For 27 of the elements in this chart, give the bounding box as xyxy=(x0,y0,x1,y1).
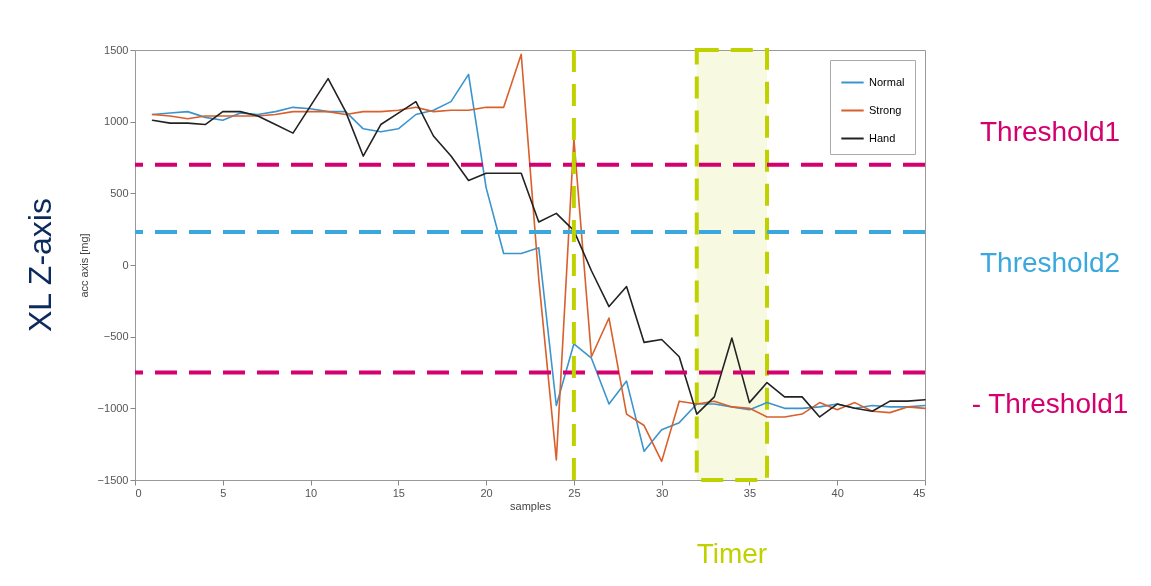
y-tick-label: 1000 xyxy=(104,115,129,128)
x-tick-label: 20 xyxy=(480,486,493,499)
y-tick-label: 0 xyxy=(122,258,129,271)
y-tick-label: −1500 xyxy=(97,473,129,486)
y-tick-label: −500 xyxy=(103,330,129,343)
x-tick-label: 0 xyxy=(135,486,142,499)
x-axis-title: samples xyxy=(510,499,552,512)
x-tick-label: 25 xyxy=(568,486,581,499)
ref-line-label: Threshold1 xyxy=(979,115,1121,147)
x-tick-label: 45 xyxy=(913,486,926,499)
x-tick-label: 35 xyxy=(743,486,757,499)
x-tick-label: 40 xyxy=(831,486,844,499)
y-tick-label: −1000 xyxy=(97,401,129,414)
legend-label: Normal xyxy=(869,75,905,88)
band-label: Timer xyxy=(696,538,768,569)
x-tick-label: 30 xyxy=(656,486,669,499)
legend-label: Hand xyxy=(869,131,896,144)
y-tick-label: 1500 xyxy=(104,43,129,56)
y-axis-title: acc axis [mg] xyxy=(77,233,90,298)
x-tick-label: 15 xyxy=(392,486,405,499)
ref-line-label: Threshold2 xyxy=(979,247,1121,279)
y-tick-label: 500 xyxy=(110,186,129,199)
text: XL Z-axis xyxy=(22,198,59,332)
x-tick-label: 10 xyxy=(304,486,318,499)
legend-label: Strong xyxy=(869,103,902,116)
x-tick-label: 5 xyxy=(220,486,227,499)
ref-line-label: - Threshold1 xyxy=(971,387,1129,419)
